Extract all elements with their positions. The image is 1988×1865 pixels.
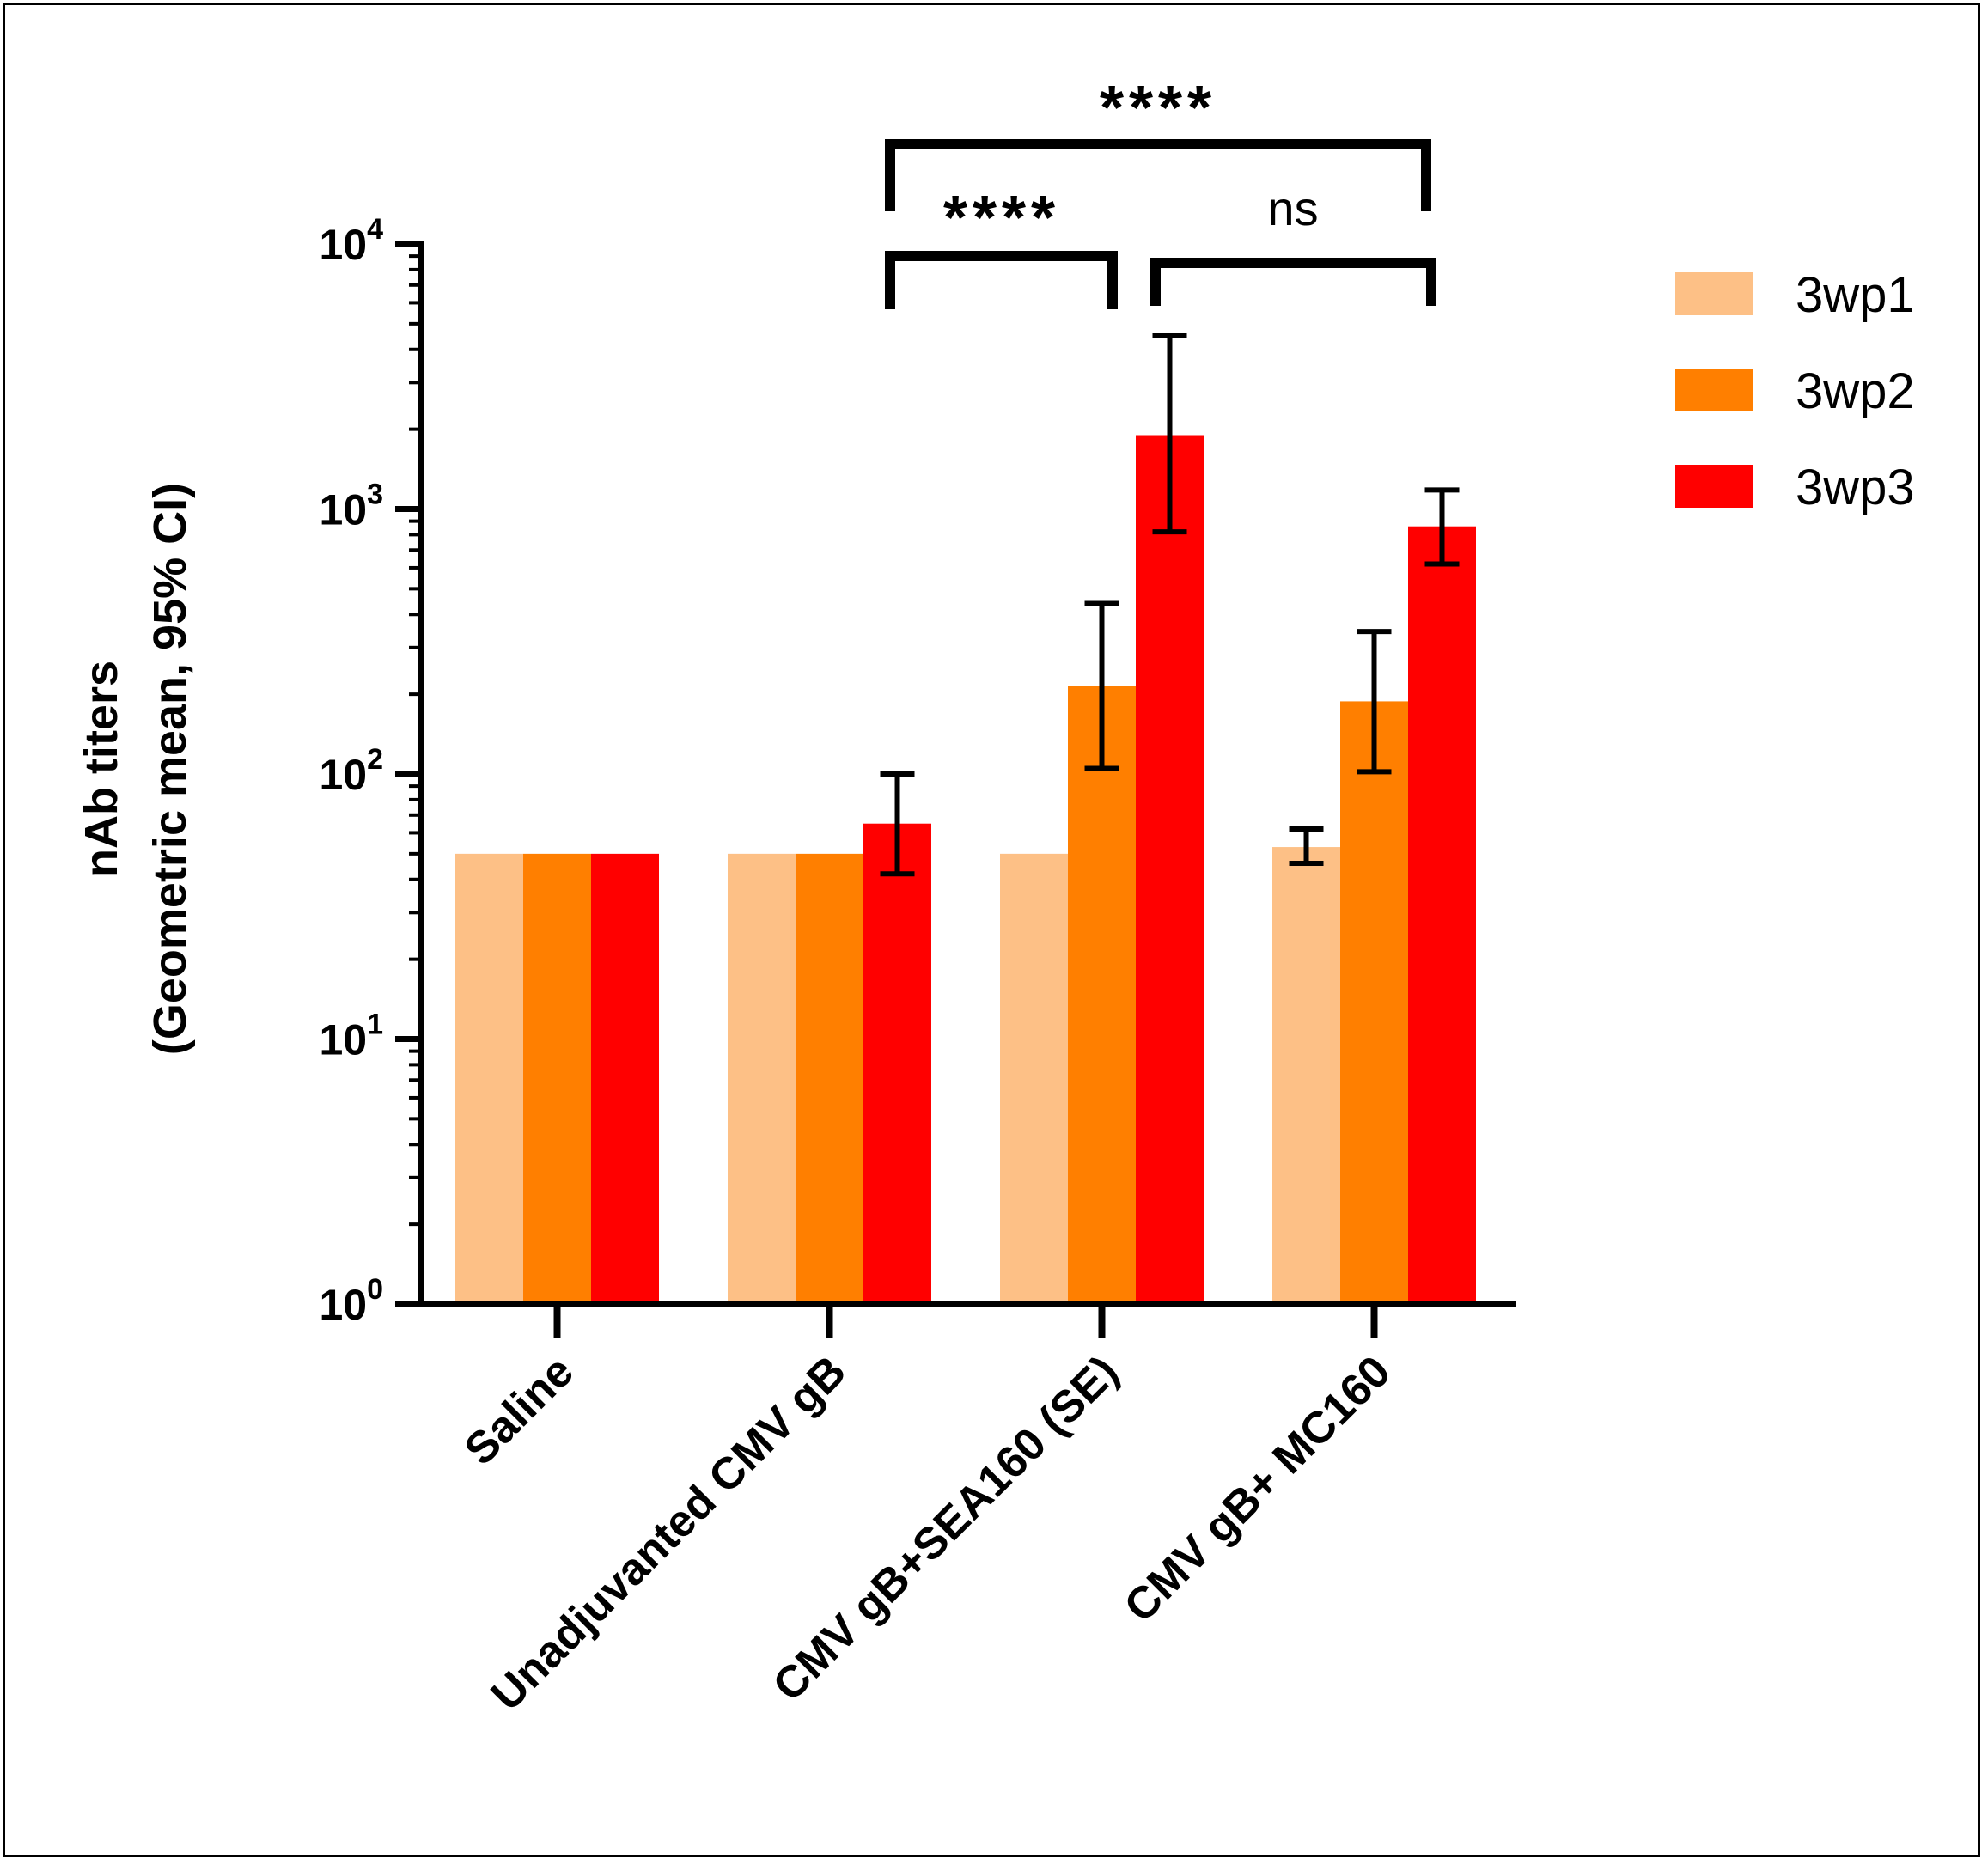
y-axis-label-line1: nAb titers — [76, 661, 127, 877]
y-tick-exp-3: 3 — [367, 478, 383, 511]
y-axis-label-line2: (Geometric mean, 95% CI) — [144, 483, 196, 1055]
significance-bracket-outer — [885, 139, 1431, 211]
bar-3wp3-3 — [1408, 526, 1476, 1304]
significance-label-right: ns — [1267, 181, 1318, 235]
bar-3wp1-0 — [455, 853, 523, 1304]
legend-swatch-3wp3 — [1675, 465, 1753, 508]
bars-layer — [455, 435, 1476, 1304]
x-category-label-3: CMV gB+ MC160 — [1115, 1346, 1400, 1631]
y-tick-exp-0: 0 — [367, 1273, 383, 1306]
y-tick-base-1: 10 — [319, 1016, 367, 1064]
bar-3wp3-2 — [1136, 435, 1204, 1304]
significance-label-left: **** — [943, 184, 1060, 253]
legend-label-3wp2: 3wp2 — [1796, 363, 1915, 419]
bar-3wp3-0 — [591, 853, 659, 1304]
bar-3wp1-1 — [728, 853, 796, 1304]
y-tick-base-2: 10 — [319, 751, 367, 799]
bar-3wp2-0 — [523, 853, 591, 1304]
error-bar-3wp3-2 — [1152, 332, 1187, 535]
x-category-label-0: Saline — [455, 1346, 583, 1474]
error-bar-3wp3-3 — [1424, 487, 1460, 567]
significance-bracket-right — [1150, 258, 1436, 306]
y-tick-label-1: 101 — [319, 1009, 383, 1064]
y-tick-label-2: 102 — [319, 743, 383, 799]
y-tick-label-3: 103 — [319, 478, 383, 534]
bar-3wp2-3 — [1340, 701, 1408, 1304]
significance-layer: **** **** ns — [885, 74, 1436, 309]
bar-3wp1-2 — [1000, 853, 1068, 1304]
y-tick-exp-4: 4 — [367, 213, 383, 246]
legend: 3wp1 3wp2 3wp3 — [1675, 267, 1915, 515]
y-tick-exp-1: 1 — [367, 1009, 383, 1041]
legend-swatch-3wp1 — [1675, 272, 1753, 315]
y-tick-exp-2: 2 — [367, 743, 383, 776]
error-bar-3wp2-3 — [1357, 629, 1392, 775]
legend-label-3wp1: 3wp1 — [1796, 267, 1915, 323]
legend-label-3wp3: 3wp3 — [1796, 460, 1915, 515]
y-tick-base-3: 10 — [319, 486, 367, 534]
bar-3wp1-3 — [1272, 847, 1340, 1304]
y-tick-base-4: 10 — [319, 221, 367, 269]
error-bar-3wp3-1 — [880, 771, 915, 877]
bar-3wp3-1 — [863, 823, 931, 1304]
y-tick-label-0: 100 — [319, 1273, 383, 1329]
bar-3wp2-2 — [1068, 686, 1136, 1304]
significance-label-outer: **** — [1100, 74, 1217, 143]
error-bar-3wp1-3 — [1289, 826, 1324, 867]
significance-bracket-left — [885, 251, 1118, 309]
y-tick-label-4: 104 — [319, 213, 383, 269]
chart-frame — [3, 3, 1980, 1857]
bar-3wp2-1 — [796, 853, 863, 1304]
error-bar-3wp2-2 — [1084, 600, 1119, 771]
error-bars-layer — [880, 332, 1460, 877]
y-tick-base-0: 10 — [319, 1281, 367, 1329]
legend-swatch-3wp2 — [1675, 369, 1753, 411]
